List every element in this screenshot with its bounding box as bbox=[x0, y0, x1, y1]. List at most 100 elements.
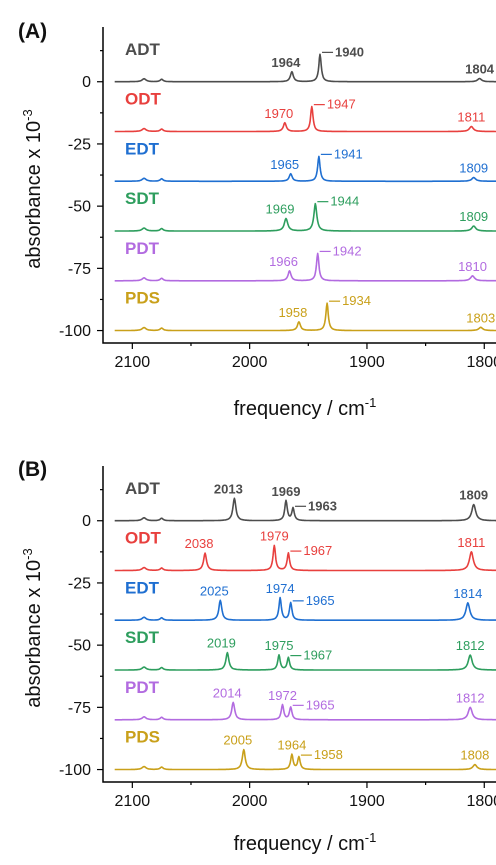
series-sdt: SDT 1969 1944 1809 bbox=[114, 189, 496, 232]
y-axis-title: absorbance x 10-3 bbox=[20, 109, 45, 268]
spectrum-line bbox=[114, 252, 496, 282]
y-tick-label: -75 bbox=[68, 261, 91, 278]
series-adt: ADT 1964 1940 1804 bbox=[114, 40, 496, 83]
peak-label: 1964 bbox=[277, 738, 306, 753]
peak-label: 1967 bbox=[303, 543, 332, 558]
peak-label: 1970 bbox=[264, 106, 293, 121]
y-axis-title: absorbance x 10-3 bbox=[20, 548, 45, 707]
peak-label: 1941 bbox=[334, 146, 363, 161]
y-tick-label: -25 bbox=[68, 136, 91, 153]
series-adt: ADT 2013 1969 1963 1809 bbox=[114, 479, 496, 522]
peak-label: 1963 bbox=[308, 498, 337, 513]
peak-label: 1965 bbox=[270, 157, 299, 172]
peak-label: 1811 bbox=[457, 110, 485, 125]
series-pdt: PDT 2014 1972 1965 1812 bbox=[114, 678, 496, 721]
y-tick-label: -100 bbox=[59, 762, 91, 779]
x-tick-label: 2000 bbox=[232, 793, 268, 810]
chart-panel-a: (A) 0 -25 -50 -75 -100 2100 2000 1900 1800 frequen… bbox=[18, 20, 496, 420]
series-label: ODT bbox=[125, 529, 162, 548]
peak-label: 1808 bbox=[460, 748, 489, 763]
x-axis-title: frequency / cm-1 bbox=[234, 830, 377, 855]
series-label: ADT bbox=[125, 40, 161, 59]
series-label: PDT bbox=[125, 678, 160, 697]
peak-label: 1969 bbox=[272, 484, 301, 499]
peak-label: 1804 bbox=[465, 62, 495, 77]
series-label: PDS bbox=[125, 289, 160, 308]
y-axis-title-main: absorbance x 10 bbox=[23, 560, 45, 708]
peak-label: 1809 bbox=[459, 488, 488, 503]
peak-label: 1812 bbox=[456, 638, 485, 653]
peak-label: 1958 bbox=[278, 305, 307, 320]
peak-label: 1934 bbox=[342, 293, 371, 308]
x-tick-label: 2100 bbox=[115, 354, 151, 371]
x-tick-label: 2100 bbox=[115, 793, 151, 810]
spectrum-line bbox=[114, 748, 496, 771]
series-label: PDT bbox=[125, 239, 160, 258]
peak-label: 1969 bbox=[266, 202, 295, 217]
spectrum-line bbox=[114, 302, 496, 332]
y-tick-label: -100 bbox=[59, 323, 91, 340]
peak-label: 1812 bbox=[456, 690, 485, 705]
y-axis-title-main: absorbance x 10 bbox=[23, 121, 45, 269]
axis-frame bbox=[102, 466, 496, 783]
y-tick-label: 0 bbox=[82, 513, 91, 530]
peak-label: 1809 bbox=[459, 209, 488, 224]
x-axis-title-sup: -1 bbox=[365, 395, 377, 410]
series-label: ODT bbox=[125, 90, 162, 109]
series-label: SDT bbox=[125, 628, 160, 647]
spectrum-line bbox=[114, 53, 496, 83]
x-tick-label: 1900 bbox=[349, 354, 385, 371]
peak-label: 1944 bbox=[330, 194, 359, 209]
x-tick-label: 1900 bbox=[349, 793, 385, 810]
series-odt: ODT 2038 1979 1967 1811 bbox=[114, 529, 496, 572]
peak-label: 1965 bbox=[306, 593, 335, 608]
series-edt: EDT 2025 1974 1965 1814 bbox=[114, 578, 496, 621]
peak-label: 1958 bbox=[314, 747, 343, 762]
peak-label: 1811 bbox=[457, 535, 485, 550]
spectrum-line bbox=[114, 651, 496, 671]
x-axis-title-main: frequency / cm bbox=[234, 833, 365, 855]
y-tick-label: -50 bbox=[68, 638, 91, 655]
x-axis-title-sup: -1 bbox=[365, 830, 377, 845]
y-tick-label: -25 bbox=[68, 575, 91, 592]
spectrum-line bbox=[114, 202, 496, 232]
peak-label: 1975 bbox=[265, 638, 294, 653]
series-label: EDT bbox=[125, 578, 160, 597]
x-tick-label: 1800 bbox=[466, 354, 496, 371]
panel-label: (B) bbox=[18, 458, 47, 481]
peak-label: 1947 bbox=[327, 97, 356, 112]
peak-label: 1803 bbox=[466, 310, 495, 325]
x-axis-title-main: frequency / cm bbox=[234, 398, 365, 420]
series-pdt: PDT 1966 1942 1810 bbox=[114, 239, 496, 282]
y-tick-label: -75 bbox=[68, 700, 91, 717]
series-pds: PDS 2005 1964 1958 1808 bbox=[114, 728, 496, 771]
series-label: EDT bbox=[125, 139, 160, 158]
peak-label: 1814 bbox=[453, 586, 482, 601]
spectrum-line bbox=[114, 155, 496, 183]
series-pds: PDS 1958 1934 1803 bbox=[114, 289, 496, 332]
peak-label: 2013 bbox=[214, 481, 243, 496]
peak-label: 1972 bbox=[268, 688, 297, 703]
peak-label: 1809 bbox=[459, 161, 488, 176]
peak-label: 1967 bbox=[303, 648, 332, 663]
peak-label: 1974 bbox=[266, 581, 295, 596]
panel-label: (A) bbox=[18, 20, 47, 43]
y-axis-title-sup: -3 bbox=[20, 109, 35, 121]
series-label: ADT bbox=[125, 479, 161, 498]
axis-frame bbox=[102, 27, 496, 344]
y-tick-label: 0 bbox=[82, 74, 91, 91]
peak-label: 2005 bbox=[223, 733, 252, 748]
peak-label: 1810 bbox=[458, 259, 487, 274]
peak-label: 2038 bbox=[185, 536, 214, 551]
series-label: SDT bbox=[125, 189, 160, 208]
peak-label: 2025 bbox=[200, 583, 229, 598]
peak-label: 1964 bbox=[271, 55, 301, 70]
series-odt: ODT 1970 1947 1811 bbox=[114, 90, 496, 133]
spectrum-line bbox=[114, 596, 496, 621]
spectrum-line bbox=[114, 701, 496, 721]
peak-label: 2014 bbox=[213, 685, 242, 700]
y-tick-label: -50 bbox=[68, 199, 91, 216]
x-axis-title: frequency / cm-1 bbox=[234, 395, 377, 420]
peak-label: 1940 bbox=[335, 44, 364, 59]
